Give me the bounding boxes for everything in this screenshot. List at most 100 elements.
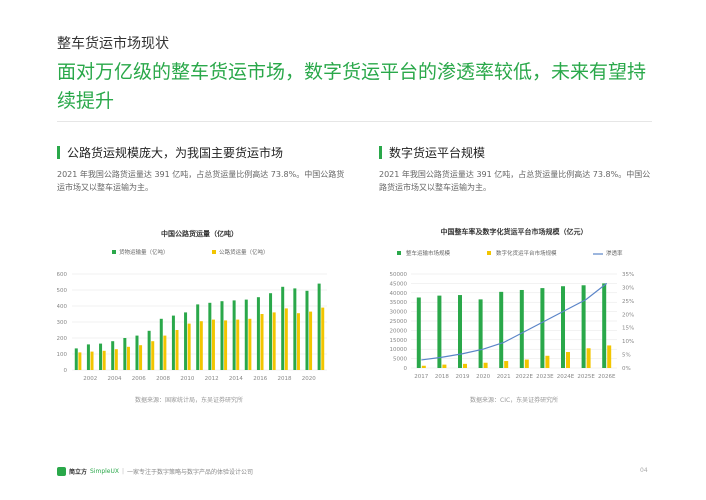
x-tick-label: 2008 bbox=[156, 376, 170, 382]
x-tick-label: 2002 bbox=[83, 376, 97, 382]
bar bbox=[566, 352, 570, 368]
bar bbox=[607, 345, 612, 368]
y-tick-label: 200 bbox=[57, 336, 67, 342]
y-tick-label: 400 bbox=[57, 304, 67, 310]
y2-tick-label: 5% bbox=[622, 353, 631, 359]
bar bbox=[519, 289, 524, 368]
y2-tick-label: 25% bbox=[622, 299, 634, 305]
y2-tick-label: 0% bbox=[622, 366, 631, 372]
bar bbox=[208, 302, 212, 370]
legend-swatch bbox=[112, 250, 116, 254]
bar bbox=[199, 321, 203, 370]
page-headline: 面对万亿级的整车货运市场，数字货运平台的渗透率较低，未来有望持续提升 bbox=[57, 61, 647, 112]
bar bbox=[293, 288, 297, 370]
x-tick-label: 2014 bbox=[229, 376, 243, 382]
bar bbox=[581, 285, 586, 368]
bar bbox=[524, 359, 529, 368]
x-tick-label: 2020 bbox=[302, 376, 316, 382]
x-tick-label: 2026E bbox=[598, 374, 616, 380]
bar bbox=[478, 299, 483, 368]
bar bbox=[126, 346, 130, 370]
bar bbox=[147, 330, 151, 370]
y2-tick-label: 30% bbox=[622, 285, 634, 291]
page-number: 04 bbox=[640, 467, 648, 474]
bar bbox=[196, 304, 200, 370]
brand-logo-icon bbox=[57, 467, 66, 476]
legend-label: 公路货运量（亿吨） bbox=[219, 248, 269, 256]
bar bbox=[561, 286, 565, 368]
right-source: 数据来源：CIC，东吴证券研究所 bbox=[470, 397, 559, 404]
y-tick-label: 600 bbox=[57, 272, 67, 278]
bar bbox=[187, 323, 191, 370]
bar bbox=[139, 345, 143, 370]
bar bbox=[114, 349, 118, 370]
x-tick-label: 2004 bbox=[108, 376, 122, 382]
x-tick-label: 2017 bbox=[414, 374, 428, 380]
bar bbox=[99, 343, 103, 370]
x-tick-label: 2025E bbox=[577, 374, 595, 380]
bar bbox=[244, 299, 248, 370]
footer-slogan: 一家专注于数字策略与数字产品的体验设计公司 bbox=[127, 469, 254, 476]
legend-label: 渗透率 bbox=[606, 249, 623, 257]
bar bbox=[78, 352, 82, 370]
y-tick-label: 500 bbox=[57, 288, 67, 294]
legend-label: 整车运输市场规模 bbox=[406, 249, 451, 257]
bar bbox=[232, 300, 236, 370]
y2-tick-label: 15% bbox=[622, 326, 634, 332]
bar bbox=[86, 344, 90, 370]
y-tick-label: 20000 bbox=[390, 328, 408, 334]
bar bbox=[135, 335, 139, 370]
chart-title: 中国整车率及数字化货运平台市场规模（亿元） bbox=[441, 227, 588, 236]
bar bbox=[111, 341, 115, 370]
y-tick-label: 40000 bbox=[390, 291, 408, 297]
right-chart: 中国整车率及数字化货运平台市场规模（亿元） 整车运输市场规模 数字化货运平台市场规模… bbox=[379, 224, 654, 394]
bar bbox=[224, 320, 228, 370]
y-tick-label: 25000 bbox=[390, 319, 408, 325]
y-tick-label: 300 bbox=[57, 320, 67, 326]
bar bbox=[175, 330, 179, 370]
left-chart: 中国公路货运量（亿吨） 货物运输量（亿吨） 公路货运量（亿吨） 0 100 200 300 4… bbox=[57, 226, 337, 391]
legend-label: 数字化货运平台市场规模 bbox=[496, 249, 557, 257]
bar bbox=[184, 312, 188, 370]
x-tick-label: 2016 bbox=[253, 376, 267, 382]
y2-tick-label: 20% bbox=[622, 312, 634, 318]
y-tick-label: 0 bbox=[64, 368, 68, 374]
x-tick-label: 2012 bbox=[205, 376, 219, 382]
left-section-title: 公路货运规模庞大，为我国主要货运市场 bbox=[57, 144, 283, 161]
y-tick-label: 15000 bbox=[390, 338, 408, 344]
x-tick-label: 2022E bbox=[516, 374, 534, 380]
legend-swatch bbox=[212, 250, 216, 254]
footer-brand-en: SimpleUX bbox=[90, 468, 120, 475]
line-series bbox=[421, 282, 608, 361]
x-tick-label: 2006 bbox=[132, 376, 146, 382]
bar bbox=[269, 293, 273, 370]
bar bbox=[296, 313, 300, 370]
bar bbox=[309, 311, 313, 370]
bar bbox=[416, 297, 421, 368]
bar bbox=[463, 363, 467, 368]
bar bbox=[545, 355, 550, 368]
bar bbox=[159, 318, 163, 370]
left-source: 数据来源：国家统计局，东吴证券研究所 bbox=[135, 397, 244, 404]
x-tick-label: 2024E bbox=[557, 374, 575, 380]
bar bbox=[317, 283, 321, 370]
bar bbox=[321, 307, 325, 370]
x-tick-label: 2023E bbox=[536, 374, 554, 380]
bar bbox=[602, 283, 607, 368]
bar bbox=[220, 301, 224, 370]
y-tick-label: 35000 bbox=[390, 300, 408, 306]
y2-tick-label: 35% bbox=[622, 272, 634, 278]
section-label: 整车货运市场现状 bbox=[57, 36, 169, 52]
bar bbox=[171, 315, 175, 370]
legend-label: 货物运输量（亿吨） bbox=[119, 248, 169, 256]
x-tick-label: 2019 bbox=[456, 374, 470, 380]
y-tick-label: 30000 bbox=[390, 310, 408, 316]
bar bbox=[90, 351, 94, 370]
right-description: 2021 年我国公路货运量达 391 亿吨，占总货运量比例高达 73.8%。中国… bbox=[379, 170, 651, 192]
bar bbox=[305, 290, 309, 370]
legend-swatch bbox=[397, 251, 401, 255]
y-tick-label: 100 bbox=[57, 352, 67, 358]
header-divider bbox=[57, 121, 652, 122]
bar bbox=[458, 295, 462, 368]
y-tick-label: 10000 bbox=[390, 347, 408, 353]
